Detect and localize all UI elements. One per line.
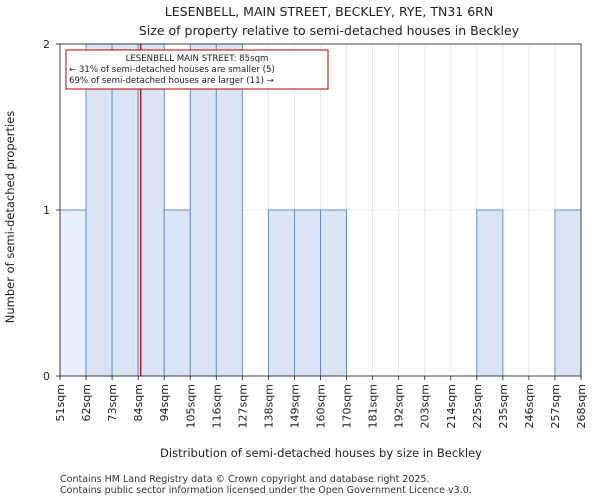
property-annotation: LESENBELL MAIN STREET: 85sqm ← 31% of se… <box>65 49 329 90</box>
x-tick-label: 105sqm <box>184 384 197 428</box>
y-axis-label: Number of semi-detached properties <box>3 111 17 323</box>
bar-105sqm <box>189 43 217 377</box>
x-tick-label: 268sqm <box>575 384 588 428</box>
annotation-line-2: ← 31% of semi-detached houses are smalle… <box>69 65 275 75</box>
x-tick-label: 214sqm <box>445 384 458 428</box>
bar-149sqm <box>294 209 321 377</box>
footer-line-1: Contains HM Land Registry data © Crown c… <box>60 474 430 485</box>
x-tick-label: 51sqm <box>54 384 67 421</box>
bar-160sqm <box>320 209 347 377</box>
plot-area: 0 1 2 51sqm 62sqm 73sqm 84sqm 94sqm 105sqm 116sq… <box>43 38 588 428</box>
bar-84sqm <box>137 43 165 377</box>
x-tick-label: 181sqm <box>367 384 380 428</box>
x-tick-label: 160sqm <box>315 384 328 428</box>
x-tick-label: 62sqm <box>80 384 93 421</box>
x-tick-label: 235sqm <box>497 384 510 428</box>
x-axis-ticks: 51sqm 62sqm 73sqm 84sqm 94sqm 105sqm 116sqm 127… <box>54 376 588 428</box>
bar-138sqm <box>267 209 295 377</box>
x-tick-label: 225sqm <box>471 384 484 428</box>
x-axis-label: Distribution of semi-detached houses by … <box>160 446 482 460</box>
x-tick-label: 257sqm <box>549 384 562 428</box>
x-tick-label: 84sqm <box>132 384 145 421</box>
bars <box>59 43 582 377</box>
bar-94sqm <box>163 209 191 377</box>
x-tick-label: 94sqm <box>158 384 171 421</box>
bar-62sqm <box>85 43 113 377</box>
bar-257sqm <box>554 209 582 377</box>
annotation-line-3: 69% of semi-detached houses are larger (… <box>69 76 274 86</box>
y-tick-label: 2 <box>43 38 50 51</box>
x-tick-label: 203sqm <box>419 384 432 428</box>
chart-title: LESENBELL, MAIN STREET, BECKLEY, RYE, TN… <box>165 4 493 19</box>
x-tick-label: 170sqm <box>341 384 354 428</box>
y-axis-ticks: 0 1 2 <box>43 38 60 383</box>
x-tick-label: 192sqm <box>393 384 406 428</box>
annotation-line-1: LESENBELL MAIN STREET: 85sqm <box>126 54 269 64</box>
x-tick-label: 149sqm <box>288 384 301 428</box>
x-tick-label: 246sqm <box>523 384 536 428</box>
x-tick-label: 116sqm <box>210 384 223 428</box>
annotation-box <box>65 49 329 90</box>
x-tick-label: 138sqm <box>262 384 275 428</box>
bar-225sqm <box>476 209 504 377</box>
bar-116sqm <box>215 43 243 377</box>
y-tick-label: 1 <box>43 204 50 217</box>
bar-51sqm <box>59 209 87 377</box>
y-tick-label: 0 <box>43 370 50 383</box>
chart-subtitle: Size of property relative to semi-detach… <box>139 23 520 38</box>
bar-73sqm <box>111 43 139 377</box>
x-tick-label: 127sqm <box>236 384 249 428</box>
x-tick-label: 73sqm <box>106 384 119 421</box>
footer-line-2: Contains public sector information licen… <box>60 485 472 496</box>
